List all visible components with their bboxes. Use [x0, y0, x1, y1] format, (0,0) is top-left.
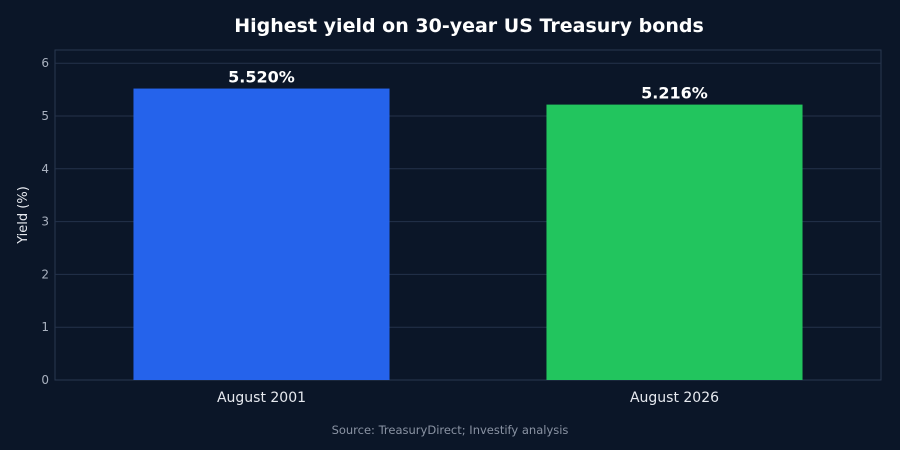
- x-axis-ticks: August 2001 August 2026: [217, 390, 719, 406]
- y-axis-label: Yield (%): [16, 186, 31, 245]
- y-tick-label: 3: [41, 215, 49, 229]
- x-tick-label: August 2026: [630, 390, 719, 406]
- y-tick-label: 2: [41, 267, 49, 281]
- y-tick-label: 4: [41, 162, 49, 176]
- bar-data-label: 5.216%: [641, 84, 708, 103]
- plot-frame: [54, 49, 882, 381]
- y-tick-label: 5: [41, 109, 49, 123]
- bar-data-label: 5.520%: [228, 68, 295, 87]
- y-tick-label: 6: [41, 56, 49, 70]
- data-labels: 5.520% 5.216%: [228, 68, 708, 103]
- x-tick-label: August 2001: [217, 390, 306, 406]
- y-tick-label: 1: [41, 320, 49, 334]
- bar: [546, 104, 803, 380]
- source-note: Source: TreasuryDirect; Investify analys…: [332, 423, 569, 437]
- bars: [133, 88, 803, 380]
- bar: [133, 88, 390, 380]
- chart-title: Highest yield on 30-year US Treasury bon…: [234, 15, 704, 37]
- y-axis-ticks: 0 1 2 3 4 5 6: [41, 56, 49, 387]
- y-tick-label: 0: [41, 373, 49, 387]
